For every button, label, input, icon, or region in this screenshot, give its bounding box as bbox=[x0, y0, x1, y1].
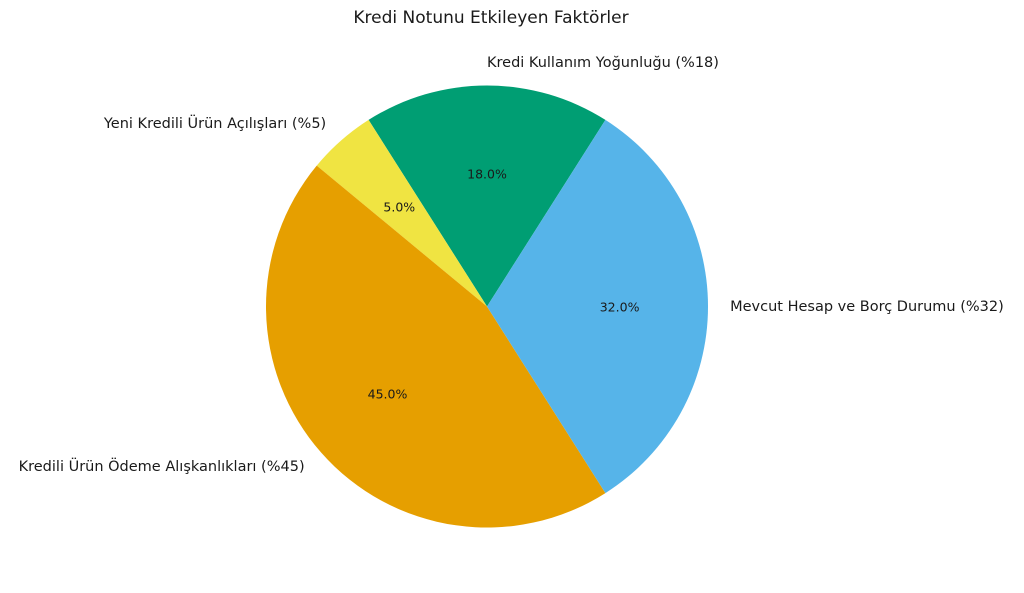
pie-slice-2 bbox=[316, 119, 487, 307]
slice-pct-label-2: 5.0% bbox=[383, 199, 416, 215]
pie-slice-1 bbox=[368, 85, 606, 307]
pie-slice-3 bbox=[265, 165, 606, 528]
slice-pct-label-4: 32.0% bbox=[599, 299, 640, 314]
slice-pct-label-3: 45.0% bbox=[367, 386, 408, 402]
slice-label-3: Kredili Ürün Ödeme Alışkanlıkları (%45) bbox=[18, 459, 305, 476]
slice-pct-label-1: 18.0% bbox=[467, 166, 507, 182]
chart-title: Kredi Notunu Etkileyen Faktörler bbox=[353, 8, 629, 28]
slice-label-2: Yeni Kredili Ürün Açılışları (%5) bbox=[103, 116, 327, 133]
slice-label-4: Mevcut Hesap ve Borç Durumu (%32) bbox=[730, 298, 1004, 315]
slice-label-1: Kredi Kullanım Yoğunluğu (%18) bbox=[487, 55, 719, 72]
pie-slice-4 bbox=[487, 119, 709, 494]
